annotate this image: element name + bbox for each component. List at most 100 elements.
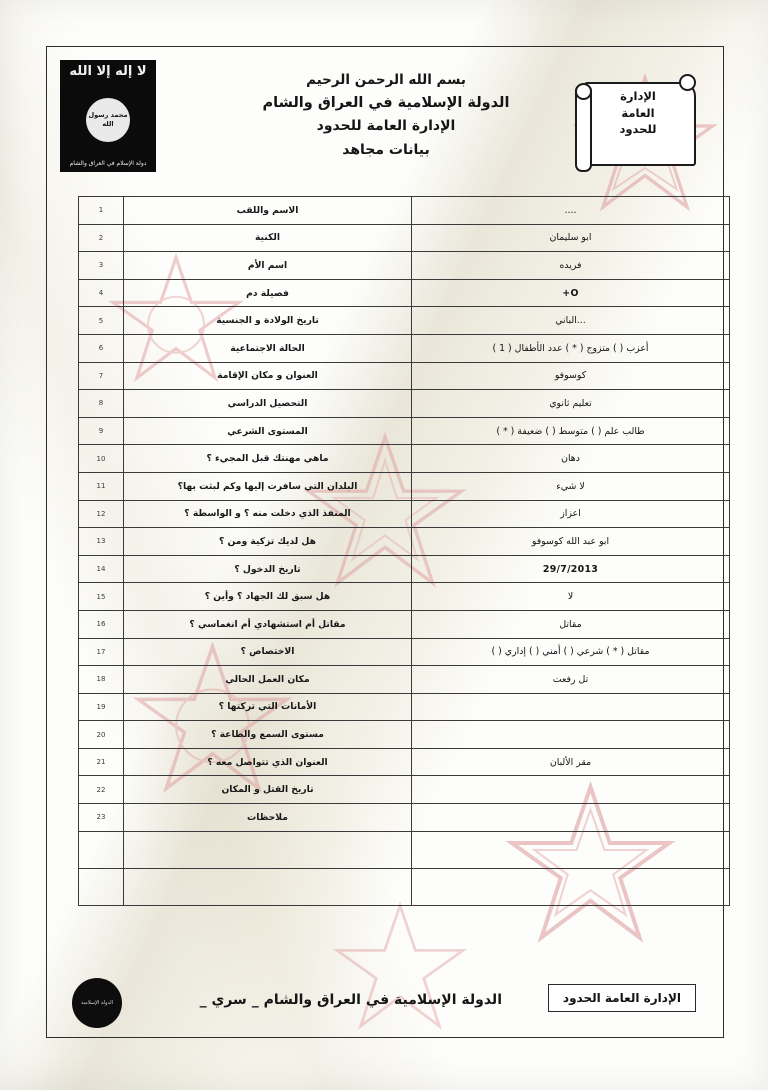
document-footer: الإدارة العامة الحدود الدولة الإسلامية ف… [66,978,702,1034]
row-value: ابو عبد الله كوسوفو [411,527,730,556]
basmala-line: بسم الله الرحمن الرحيم [306,72,466,88]
row-number: 4 [78,278,124,308]
footer-classification-text: الدولة الإسلامية في العراق والشام _ سري … [199,992,502,1008]
footer-department-box: الإدارة العامة الحدود [547,984,696,1012]
row-value: ...الباني [411,306,730,335]
row-value: مقاتل [411,609,730,639]
row-label: ماهي مهنتك قبل المجيء ؟ [123,444,412,473]
table-row: مقاتل مقاتل أم استشهادي أم انغماسي ؟ 16 [78,609,730,639]
row-label: مقاتل أم استشهادي أم انغماسي ؟ [123,609,412,639]
row-number: 11 [78,471,124,501]
row-value: مقاتل ( * ) شرعي ( ) أمني ( ) إداري ( ) [411,637,730,667]
row-number-blank [78,830,124,869]
scroll-badge-text: الإدارة العامة للحدود [588,88,688,138]
row-number: 7 [78,361,124,391]
row-number: 18 [78,665,124,694]
flag-logo-icon: لا إله إلا الله محمد رسول الله دولة الإس… [60,60,156,172]
scroll-badge-line-2: العامة [621,105,655,120]
row-label: العنوان و مكان الإقامة [123,361,412,391]
department-name: الإدارة العامة للحدود [316,117,456,134]
row-value: .... [411,196,730,225]
table-row: لا هل سبق لك الجهاد ؟ وأين ؟ 15 [78,582,730,611]
table-row: ابو سليمان الكنية 2 [78,223,730,253]
row-number: 6 [78,333,124,363]
table-row: فريده اسم الأم 3 [78,251,730,280]
table-row: تعليم ثانوي التحصيل الدراسي 8 [78,389,730,418]
mujahid-data-table: .... الاسم واللقب 1 ابو سليمان الكنية 2 … [78,196,730,906]
row-value: دهان [411,444,730,473]
table-row: طالب علم ( ) متوسط ( ) ضعيفة ( * ) المست… [78,416,730,446]
row-number: 23 [78,803,124,832]
table-row: دهان ماهي مهنتك قبل المجيء ؟ 10 [78,444,730,473]
row-number: 5 [78,306,124,335]
table-row: مقر الألبان العنوان الذي تتواصل معه ؟ 21 [78,747,730,777]
table-row: اعزاز المنفذ الذي دخلت منه ؟ و الواسطة ؟… [78,499,730,529]
row-number: 17 [78,637,124,667]
row-value: أعزب ( ) متزوج ( * ) عدد الأطفال ( 1 ) [411,333,730,363]
row-label: الاختصاص ؟ [123,637,412,667]
table-row: مستوى السمع والطاعة ؟ 20 [78,720,730,749]
row-value: فريده [411,251,730,280]
table-row: تاريخ القتل و المكان 22 [78,775,730,805]
row-value [411,775,730,805]
row-label-blank [123,867,412,906]
table-row: مقاتل ( * ) شرعي ( ) أمني ( ) إداري ( ) … [78,637,730,667]
row-label: الاسم واللقب [123,196,412,225]
row-label: الكنية [123,223,412,253]
row-value: تل رفعت [411,665,730,694]
row-number: 16 [78,609,124,639]
title-block: بسم الله الرحمن الرحيم الدولة الإسلامية … [196,70,576,162]
row-value: مقر الألبان [411,747,730,777]
row-value [411,692,730,722]
row-value-blank [411,830,730,869]
footer-seal-icon: الدولة الإسلامية [72,978,122,1028]
form-title: بيانات مجاهد [342,142,430,159]
row-value: كوسوفو [411,361,730,391]
row-label: التحصيل الدراسي [123,389,412,418]
scroll-badge: الإدارة العامة للحدود [574,72,702,172]
document-header: الإدارة العامة للحدود بسم الله الرحمن ال… [56,56,712,191]
row-label: هل سبق لك الجهاد ؟ وأين ؟ [123,582,412,611]
row-label: فصيلة دم [123,278,412,308]
row-label-blank [123,830,412,869]
row-label: تاريخ الدخول ؟ [123,554,412,584]
row-label: الأمانات التي تركتها ؟ [123,692,412,722]
row-label: اسم الأم [123,251,412,280]
row-label: البلدان التي سافرت إليها وكم لبثت بها؟ [123,471,412,501]
table-body: .... الاسم واللقب 1 ابو سليمان الكنية 2 … [78,196,730,906]
row-label: تاريخ القتل و المكان [123,775,412,805]
table-row: ملاحظات 23 [78,803,730,832]
table-row-blank [78,830,730,869]
row-number: 10 [78,444,124,473]
table-row: .... الاسم واللقب 1 [78,196,730,225]
row-value: 29/7/2013 [411,554,730,584]
row-number: 13 [78,527,124,556]
table-row: O+ فصيلة دم 4 [78,278,730,308]
row-value-blank [411,867,730,906]
row-number: 14 [78,554,124,584]
table-row: ...الباني تاريخ الولادة و الجنسية 5 [78,306,730,335]
row-number: 20 [78,720,124,749]
row-number: 22 [78,775,124,805]
row-label: تاريخ الولادة و الجنسية [123,306,412,335]
row-number-blank [78,867,124,906]
row-label: مستوى السمع والطاعة ؟ [123,720,412,749]
row-number: 15 [78,582,124,611]
row-label: مكان العمل الحالي [123,665,412,694]
row-number: 9 [78,416,124,446]
table-row: أعزب ( ) متزوج ( * ) عدد الأطفال ( 1 ) ا… [78,333,730,363]
row-value [411,720,730,749]
scroll-badge-line-1: الإدارة [620,89,656,103]
flag-seal-icon: محمد رسول الله [86,98,130,142]
table-row-blank [78,867,730,906]
row-number: 2 [78,223,124,253]
scroll-badge-line-3: للحدود [619,122,657,137]
row-number: 1 [78,196,124,225]
row-label: الحالة الاجتماعية [123,333,412,363]
table-row: ابو عبد الله كوسوفو هل لديك تزكية ومن ؟ … [78,527,730,556]
table-row: لا شيء البلدان التي سافرت إليها وكم لبثت… [78,471,730,501]
row-number: 19 [78,692,124,722]
row-number: 12 [78,499,124,529]
row-value [411,803,730,832]
row-value: اعزاز [411,499,730,529]
